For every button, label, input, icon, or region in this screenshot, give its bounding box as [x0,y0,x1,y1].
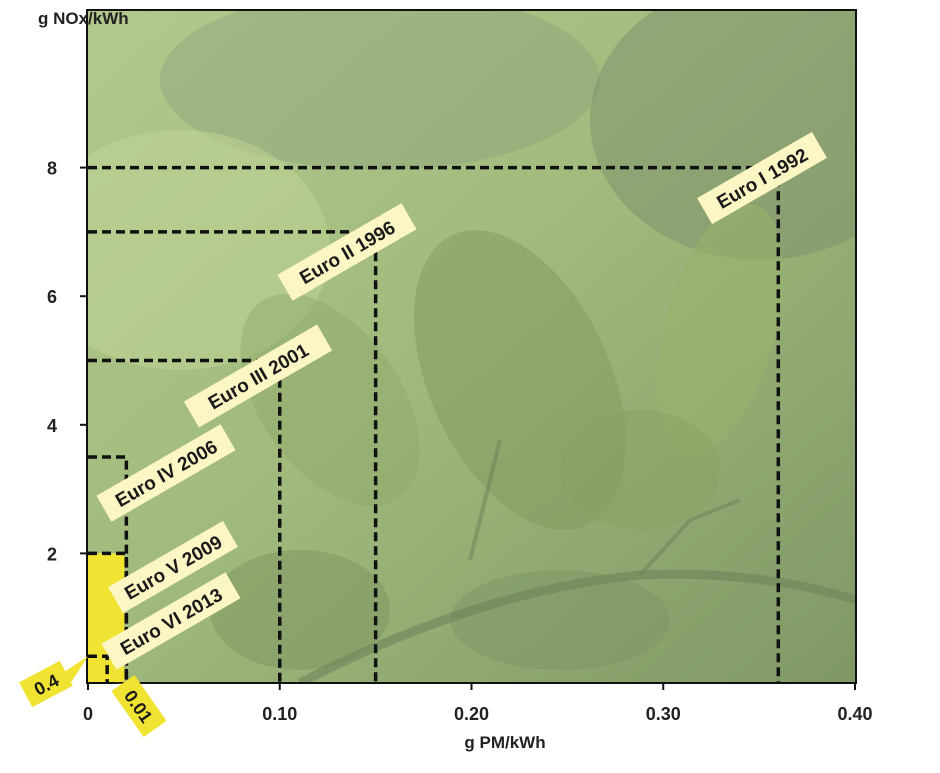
background-image [87,10,856,683]
y-tick-label: 4 [47,416,57,436]
x-axis-title: g PM/kWh [464,733,545,752]
label-box [108,520,238,614]
axes-layer: 2 4 6 8 0 0.10 0.20 0.30 0.40 [47,159,873,724]
label-box [697,131,827,225]
label-box [277,203,417,301]
nox-callout-pointer [58,656,88,690]
limit-line-euro-vi-2013 [88,654,109,682]
x-tick-label: 0.10 [262,704,297,724]
pm-callout-pointer [113,682,140,688]
x-tick-label: 0 [83,704,93,724]
y-tick-label: 2 [47,544,57,564]
callout-box [19,660,73,708]
label-box [96,424,236,522]
y-axis-title: g NOx/kWh [38,9,129,28]
y-tick-label: 8 [47,159,57,179]
limit-line-euro-iii-2001 [88,358,282,682]
label-box [101,572,241,670]
x-tick-label: 0.20 [454,704,489,724]
label-box [183,324,333,428]
callout-box [111,675,167,737]
nox-0-4-callout: 0.4 [19,660,73,708]
x-tick-label: 0.30 [646,704,681,724]
pm-0-01-callout: 0.01 [111,675,167,737]
y-tick-label: 6 [47,287,57,307]
x-tick-label: 0.40 [837,704,872,724]
